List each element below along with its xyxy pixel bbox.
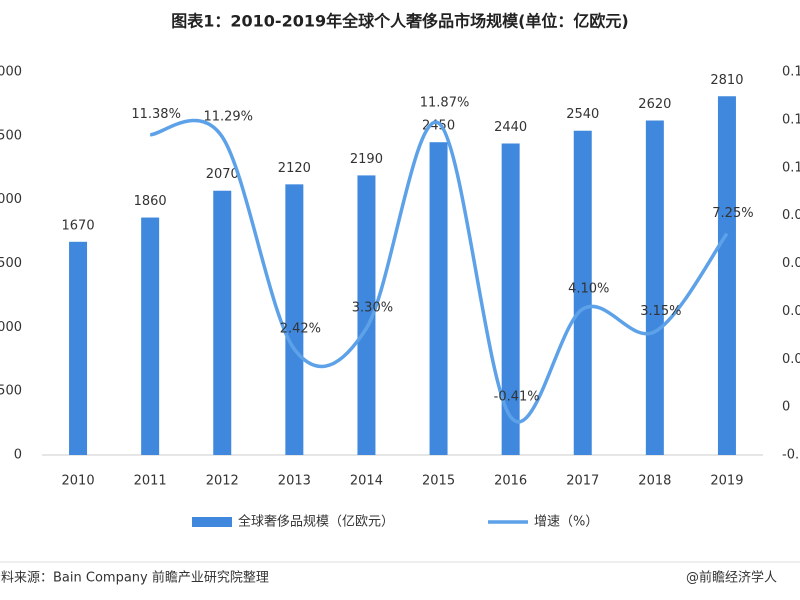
bar <box>285 184 304 455</box>
x-tick-label: 2016 <box>494 474 527 489</box>
y-tick-label: 1500 <box>0 256 22 271</box>
bar-label: 2540 <box>566 107 599 122</box>
y-tick-label: 3000 <box>0 65 22 80</box>
x-tick-label: 2017 <box>566 474 599 489</box>
bar-label: 1670 <box>62 218 95 233</box>
bar-label: 2120 <box>278 161 311 176</box>
y-tick-label: 0 <box>14 448 22 463</box>
x-tick-label: 2013 <box>278 474 311 489</box>
x-tick-label: 2014 <box>350 474 383 489</box>
bar-label: 2440 <box>494 120 527 135</box>
bar-label: 2620 <box>638 97 671 112</box>
x-tick-label: 2011 <box>134 474 167 489</box>
y2-tick-label: 0.08 <box>782 208 800 223</box>
bar-label: 1860 <box>134 194 167 209</box>
line-label: 3.30% <box>352 301 393 316</box>
line <box>149 118 729 424</box>
x-tick-label: 2019 <box>710 474 743 489</box>
bar <box>645 120 664 455</box>
bar <box>429 142 448 455</box>
y-tick-label: 2500 <box>0 128 22 143</box>
line-label: 3.15% <box>640 304 681 319</box>
y-tick-label: 500 <box>0 384 22 399</box>
y2-tick-label: 0.04 <box>782 304 800 319</box>
y2-tick-label: -0.02 <box>782 448 800 463</box>
bar <box>357 175 376 455</box>
x-tick-label: 2015 <box>422 474 455 489</box>
line-label: 11.38% <box>131 107 181 122</box>
y2-tick-label: 0.02 <box>782 352 800 367</box>
y2-tick-label: 0.14 <box>782 65 800 80</box>
bar <box>501 143 520 455</box>
line-label: 11.29% <box>203 109 253 124</box>
line-label: 7.25% <box>712 206 753 221</box>
line-label: 2.42% <box>280 322 321 337</box>
bar <box>213 190 232 456</box>
y-tick-label: 1000 <box>0 320 22 335</box>
x-tick-label: 2012 <box>206 474 239 489</box>
chart-title: 图表1：2010-2019年全球个人奢侈品市场规模(单位：亿欧元) <box>171 12 628 31</box>
legend-label: 增速（%） <box>534 515 598 530</box>
y2-tick-label: 0.06 <box>782 256 800 271</box>
line-label: 4.10% <box>568 281 609 296</box>
line-label: 11.87% <box>420 95 470 110</box>
bar-label: 2450 <box>422 119 455 134</box>
bar <box>717 96 736 456</box>
bar-label: 2810 <box>710 73 743 88</box>
bar <box>69 241 88 455</box>
y-tick-label: 2000 <box>0 192 22 207</box>
credit: @前瞻经济学人 <box>686 570 777 586</box>
x-tick-label: 2018 <box>638 474 671 489</box>
line-label: -0.41% <box>494 389 540 404</box>
bar <box>141 217 160 455</box>
legend-label: 全球奢侈品规模（亿欧元） <box>238 514 394 530</box>
legend-swatch <box>192 517 232 527</box>
y2-tick-label: 0.1 <box>782 160 800 175</box>
bar <box>573 130 592 455</box>
y2-tick-label: 0 <box>782 400 790 415</box>
y2-tick-label: 0.12 <box>782 112 800 127</box>
bar-label: 2190 <box>350 152 383 167</box>
source: 资料来源：Bain Company 前瞻产业研究院整理 <box>0 570 269 586</box>
bar-label: 2070 <box>206 167 239 182</box>
x-tick-label: 2010 <box>62 474 95 489</box>
